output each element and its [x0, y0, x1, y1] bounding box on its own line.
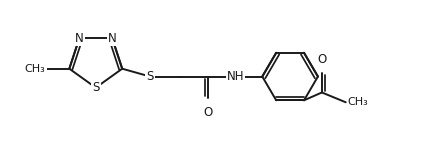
- Text: NH: NH: [227, 70, 244, 83]
- Text: S: S: [146, 70, 154, 83]
- Text: CH₃: CH₃: [348, 97, 368, 107]
- Text: S: S: [92, 81, 100, 94]
- Text: O: O: [317, 53, 327, 66]
- Text: CH₃: CH₃: [25, 64, 46, 74]
- Text: N: N: [108, 32, 116, 44]
- Text: O: O: [203, 106, 212, 119]
- Text: N: N: [75, 32, 84, 44]
